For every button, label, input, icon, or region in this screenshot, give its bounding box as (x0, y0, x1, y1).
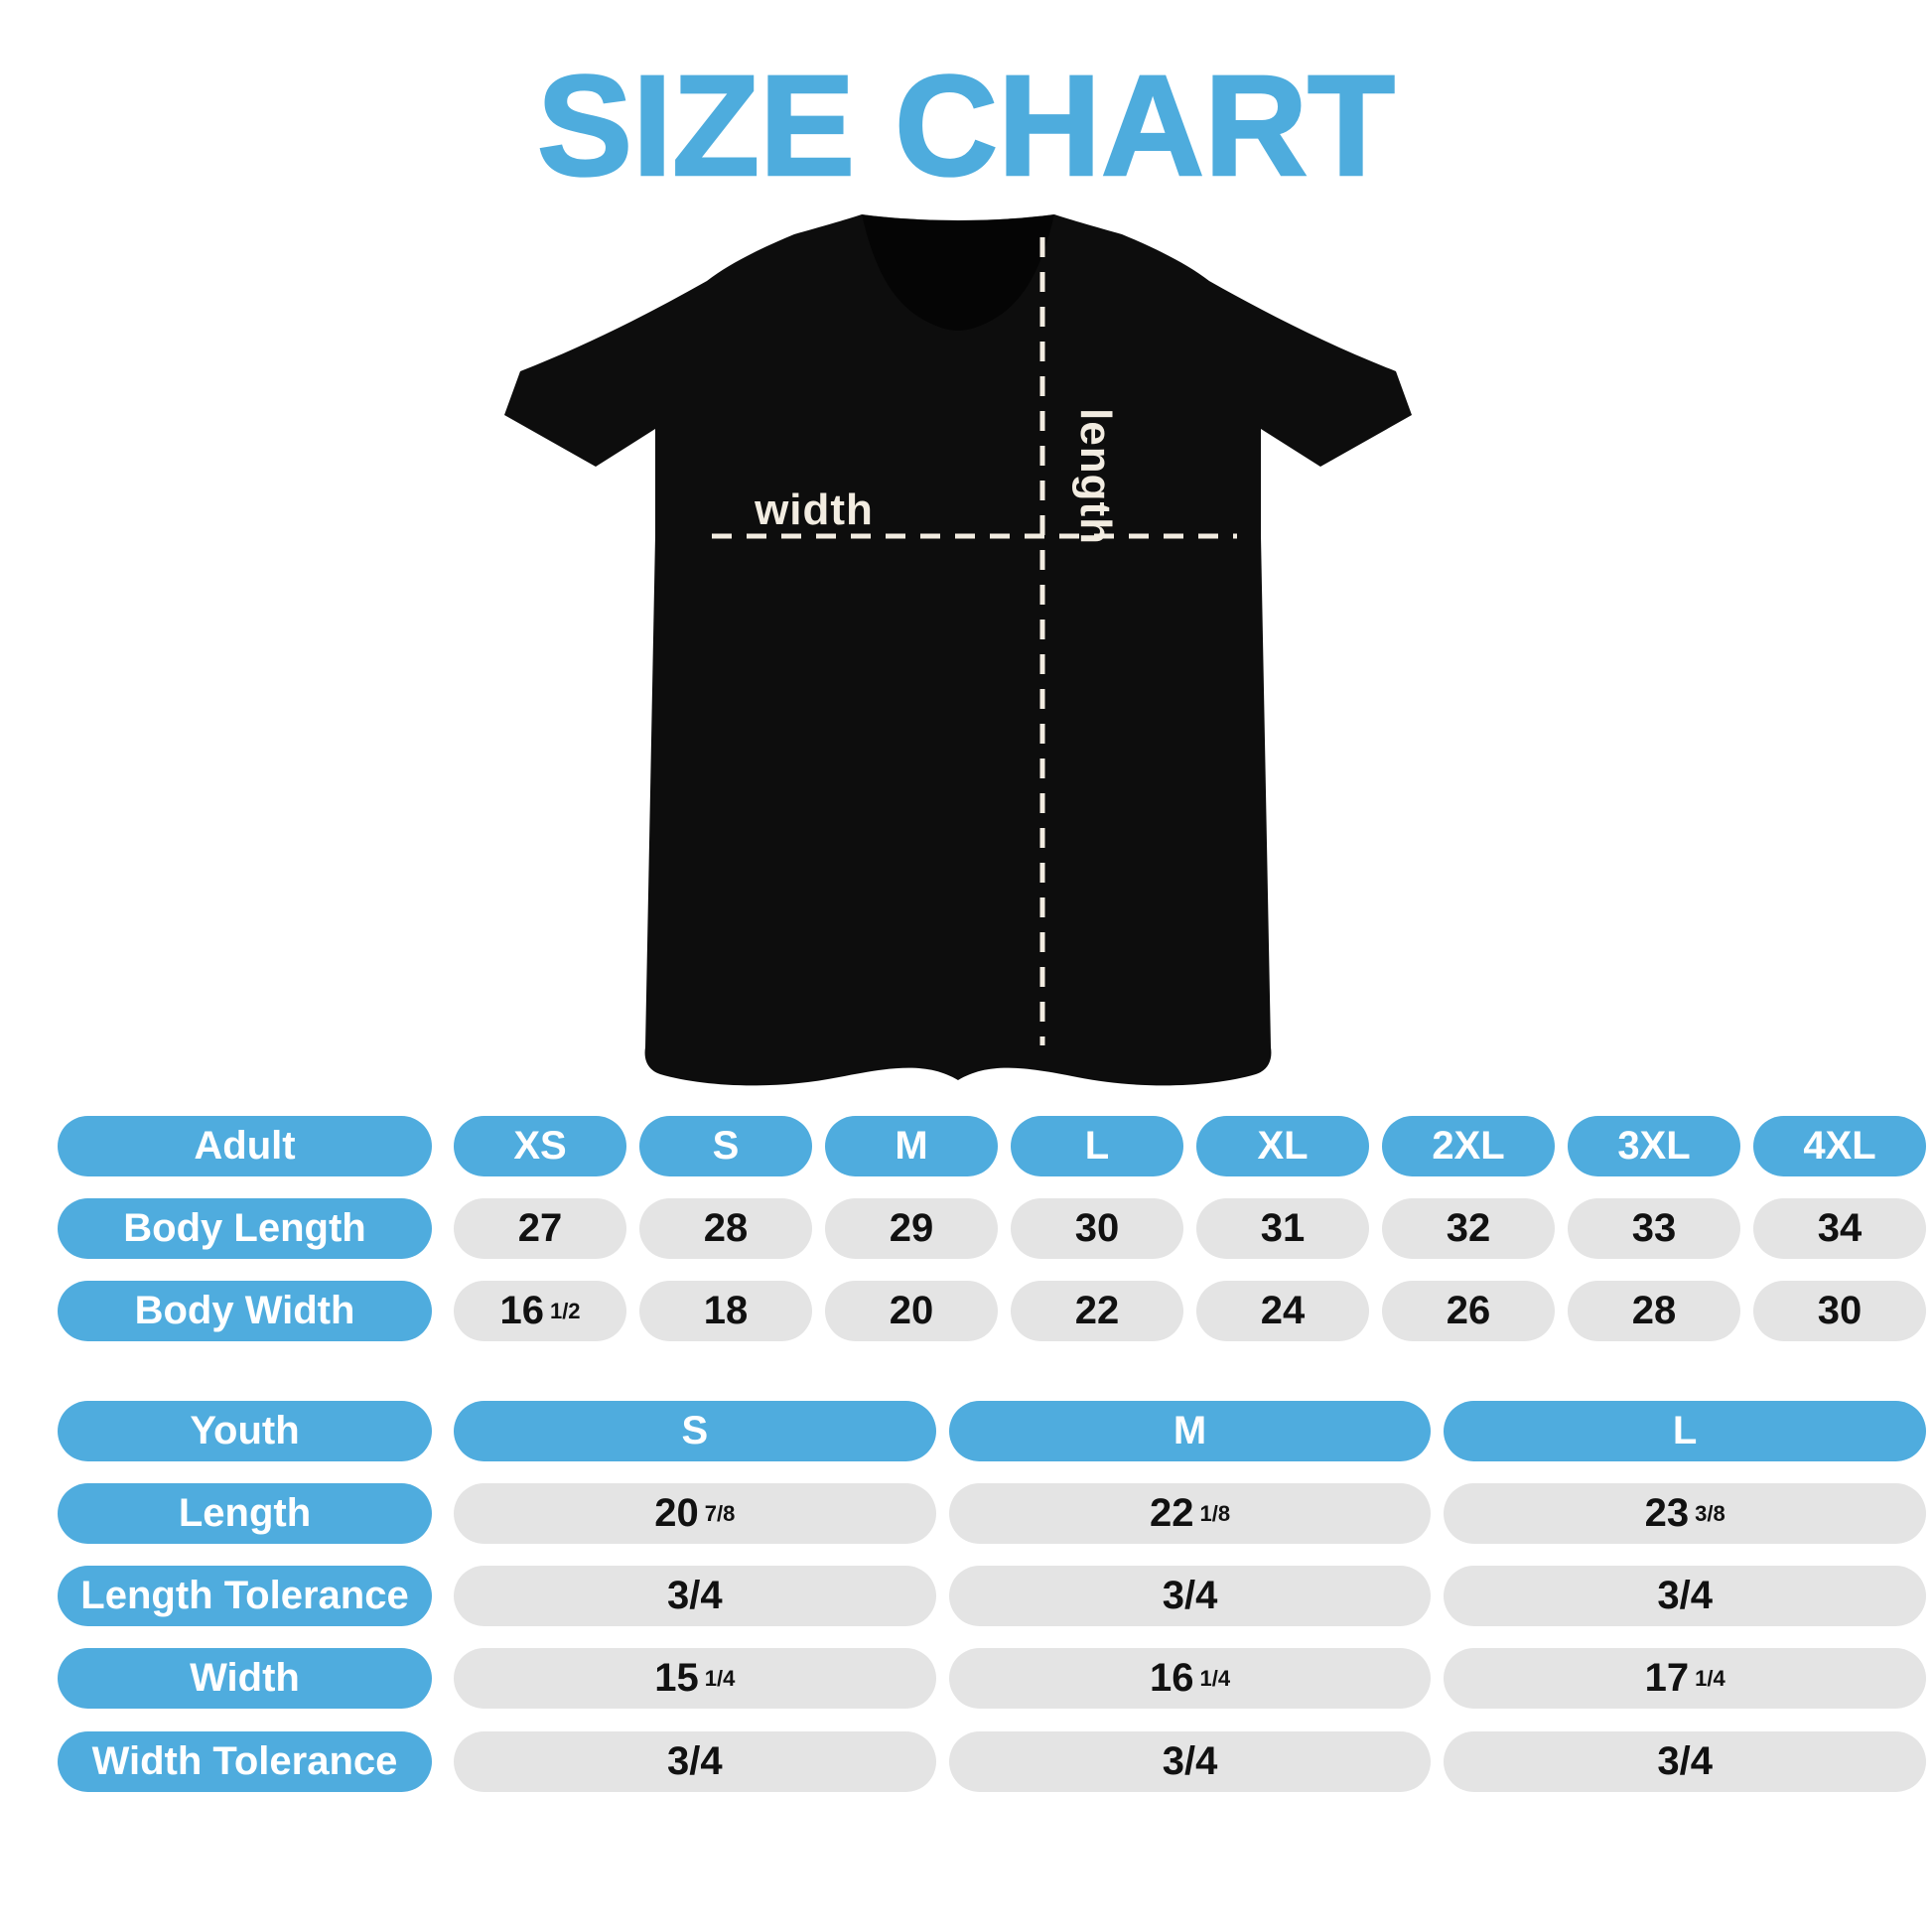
svg-text:length: length (1071, 408, 1120, 545)
svg-text:width: width (754, 485, 874, 534)
